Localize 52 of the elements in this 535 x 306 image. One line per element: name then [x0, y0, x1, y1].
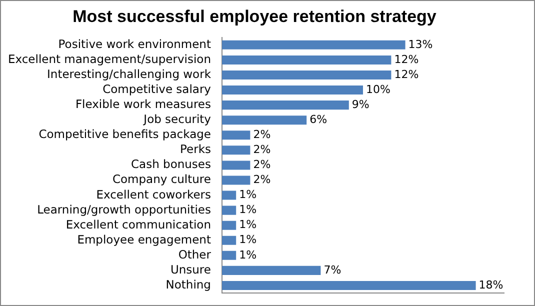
y-tick-label: Competitive benefits package	[38, 127, 211, 142]
bar	[222, 40, 406, 50]
bar	[222, 100, 349, 110]
bar	[222, 86, 363, 95]
data-label: 2%	[253, 143, 271, 156]
bar	[222, 176, 250, 185]
bar	[222, 130, 250, 140]
chart-title: Most successful employee retention strategy	[72, 6, 437, 26]
y-tick-label: Flexible work measures	[75, 97, 211, 112]
bar	[222, 160, 250, 170]
y-tick-label: Perks	[180, 142, 211, 156]
data-label: 1%	[239, 233, 257, 246]
data-label: 1%	[239, 218, 257, 232]
bar	[222, 236, 236, 245]
data-label: 18%	[478, 278, 504, 292]
y-tick-label: Unsure	[170, 262, 211, 276]
y-tick-label: Company culture	[112, 172, 211, 186]
data-label: 2%	[253, 128, 271, 141]
data-label: 13%	[408, 38, 433, 51]
bar	[222, 146, 250, 155]
bar	[222, 220, 236, 230]
y-tick-label: Competitive salary	[102, 82, 212, 96]
data-label: 2%	[253, 173, 271, 186]
y-tick-label: Learning/growth opportunities	[37, 202, 211, 216]
data-label: 10%	[366, 82, 390, 96]
y-tick-label: Job security	[142, 112, 212, 126]
bar	[222, 266, 321, 275]
y-tick-label: Excellent management/supervision	[8, 52, 211, 66]
bar	[222, 280, 476, 290]
bar	[222, 250, 236, 260]
bar	[222, 55, 392, 64]
data-label: 7%	[324, 263, 342, 276]
data-label: 1%	[239, 203, 257, 216]
data-label: 12%	[394, 52, 419, 66]
data-label: 1%	[239, 188, 257, 202]
y-tick-label: Excellent communication	[66, 217, 211, 232]
y-tick-label: Cash bonuses	[131, 157, 211, 172]
data-label: 2%	[253, 158, 271, 172]
data-label: 1%	[239, 248, 257, 262]
bar	[222, 190, 236, 200]
bar	[222, 70, 392, 80]
y-tick-label: Other	[178, 247, 212, 262]
y-tick-label: Nothing	[166, 277, 211, 292]
data-label: 6%	[310, 112, 328, 126]
y-tick-label: Positive work environment	[58, 36, 212, 51]
y-tick-label: Interesting/challenging work	[47, 66, 212, 81]
data-label: 9%	[352, 98, 370, 111]
y-tick-label: Excellent coworkers	[96, 187, 211, 202]
y-tick-label: Employee engagement	[77, 232, 212, 246]
bar	[222, 206, 236, 215]
data-label: 12%	[394, 68, 419, 81]
bar	[222, 116, 307, 125]
